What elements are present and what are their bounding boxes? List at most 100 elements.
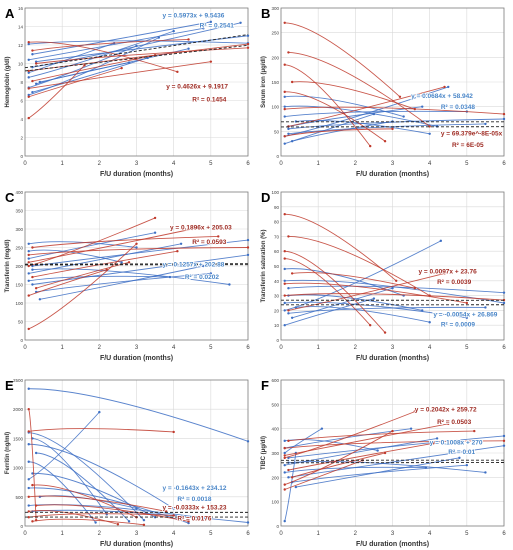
blue-trajectory-line	[28, 388, 249, 442]
x-tick-label: 2	[354, 161, 358, 167]
blue-data-point	[27, 478, 30, 481]
x-tick-label: 5	[209, 531, 213, 537]
blue-data-point	[283, 324, 286, 327]
y-tick-label: 4	[20, 117, 23, 122]
red-data-point	[369, 324, 372, 327]
blue-data-point	[27, 387, 30, 390]
panel-letter: B	[261, 6, 270, 21]
panel-f: 0 100 200 300 400 500 600 0 1 2 3 4 5 6 y = 0.2042x + …	[261, 378, 506, 548]
blue-data-point	[187, 47, 190, 50]
regression-equation: y = 0.4626x + 9.1917	[166, 83, 228, 90]
blue-trajectory-line	[28, 40, 249, 45]
red-trajectory-line	[28, 428, 174, 433]
red-data-point	[465, 301, 469, 305]
blue-data-point	[157, 36, 160, 39]
x-tick-label: 1	[60, 345, 64, 351]
red-trajectory-line	[284, 258, 371, 326]
blue-trajectory-line	[284, 439, 378, 452]
red-data-point	[34, 62, 38, 65]
regression-equation: R² = 6E-05	[452, 142, 484, 149]
blue-data-point	[34, 82, 38, 86]
blue-data-point	[502, 444, 506, 447]
red-trajectory-line	[284, 459, 363, 490]
x-tick-label: 0	[23, 531, 27, 537]
red-trajectory-line	[28, 65, 85, 119]
red-trajectory-line	[32, 235, 219, 248]
blue-data-point	[172, 507, 175, 510]
y-tick-label: 50	[274, 264, 280, 269]
x-axis-label: F/U duration (months)	[356, 541, 429, 548]
blue-data-point	[27, 486, 30, 490]
plot-frame	[24, 379, 249, 527]
red-data-point	[290, 272, 294, 275]
red-data-point	[290, 476, 294, 479]
blue-trajectory-line	[292, 121, 393, 142]
red-trajectory-line	[284, 106, 505, 115]
y-tick-label: 0	[276, 154, 279, 159]
blue-data-point	[209, 272, 213, 275]
x-tick-label: 2	[98, 345, 102, 351]
red-data-point	[413, 287, 416, 290]
red-data-point	[105, 268, 108, 271]
blue-trajectory-line	[284, 279, 505, 304]
blue-data-point	[27, 58, 30, 61]
regression-equation: R² = 0.1454	[192, 96, 227, 103]
red-data-point	[27, 253, 30, 257]
red-data-point	[142, 523, 146, 527]
red-data-point	[283, 250, 286, 253]
regression-equation: y = 69.379e^-8E-05x	[441, 129, 503, 137]
blue-trajectory-line	[32, 254, 249, 285]
red-data-point	[283, 488, 286, 491]
blue-data-point	[179, 242, 183, 245]
plot-frame	[24, 7, 249, 157]
red-data-point	[447, 422, 450, 425]
blue-data-point	[202, 264, 205, 268]
red-data-point	[31, 275, 34, 279]
y-tick-label: 0	[20, 524, 23, 529]
blue-data-point	[27, 242, 30, 245]
red-trajectory-line	[28, 495, 167, 512]
blue-data-point	[120, 261, 123, 264]
regression-equation: R² = 0.0348	[441, 104, 476, 111]
regression-equation: R² = 0.0009	[441, 322, 476, 329]
y-axis-label: Ferritin (ng/ml)	[5, 432, 11, 474]
blue-data-point	[283, 309, 286, 312]
x-tick-label: 0	[279, 161, 283, 167]
blue-data-point	[27, 504, 30, 507]
y-axis-label: Transferrin saturation (%)	[261, 229, 267, 302]
y-tick-label: 60	[274, 249, 280, 254]
panel-b: 0 50 100 150 200 250 300 0 1 2 3 4 5 6 y = 0.0684x + 5…	[261, 6, 506, 178]
regression-equation: R² = 0.0202	[185, 274, 220, 281]
y-tick-label: 50	[274, 129, 280, 134]
blue-data-point	[38, 298, 42, 301]
blue-data-point	[31, 472, 34, 475]
red-data-point	[502, 439, 506, 443]
blue-trajectory-line	[28, 443, 174, 509]
regression-equation: R² = 0.01	[448, 449, 475, 456]
y-tick-label: 300	[271, 451, 279, 456]
blue-trajectory-line	[288, 445, 505, 478]
red-data-point	[398, 95, 402, 99]
y-tick-label: 0	[276, 338, 279, 343]
regression-equation: R² = 0.0503	[437, 419, 472, 426]
blue-data-point	[484, 306, 487, 309]
x-tick-label: 6	[246, 531, 250, 537]
blue-data-point	[376, 449, 379, 452]
y-tick-label: 250	[271, 31, 279, 36]
regression-equation: R² = 0.0039	[437, 279, 472, 286]
red-trajectory-line	[28, 409, 37, 521]
red-trajectory-line	[284, 423, 449, 456]
red-data-point	[287, 468, 290, 472]
blue-data-point	[287, 127, 290, 131]
red-data-point	[172, 430, 175, 434]
y-tick-label: 200	[271, 475, 279, 480]
plot-frame	[24, 191, 249, 341]
red-data-point	[283, 90, 286, 94]
blue-data-point	[421, 105, 424, 108]
x-tick-label: 1	[316, 345, 320, 351]
x-tick-label: 6	[246, 345, 250, 351]
blue-data-point	[27, 42, 30, 46]
red-trajectory-line	[288, 86, 445, 127]
blue-data-point	[502, 291, 506, 294]
